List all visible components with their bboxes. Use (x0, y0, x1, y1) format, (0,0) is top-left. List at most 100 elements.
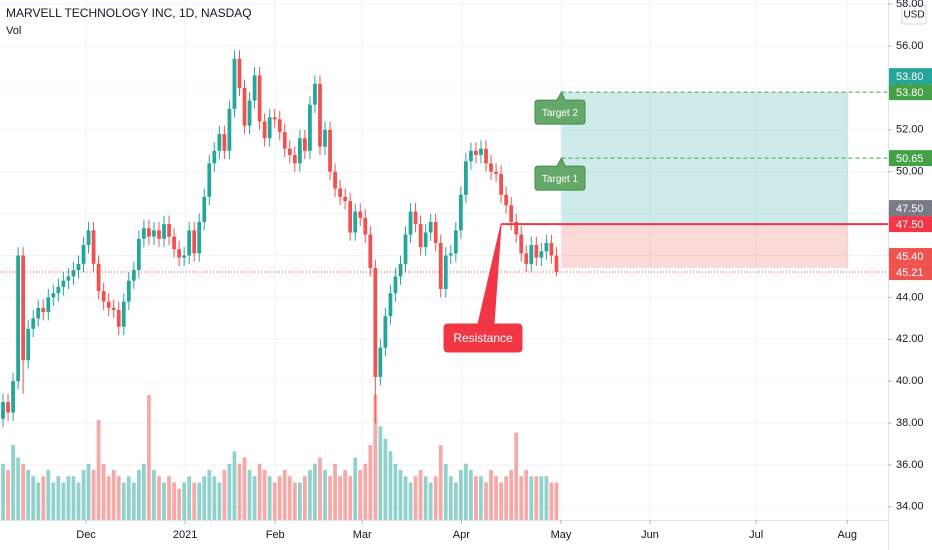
volume-bar (463, 463, 468, 520)
price-label: 53.80 (896, 71, 924, 83)
plot-layer: Resistance Target 2 Target 1 (0, 0, 888, 520)
candle-body (121, 301, 126, 327)
volume-bar (313, 463, 317, 520)
volume-bar (26, 470, 31, 520)
volume-bar (433, 476, 438, 520)
candle-body (81, 245, 86, 264)
volume-bar (333, 463, 337, 520)
volume-bar (36, 482, 41, 520)
candle-body (6, 402, 10, 413)
candle-body (393, 276, 398, 294)
y-tick-label: 40.00 (896, 375, 924, 387)
volume-bar (232, 451, 237, 520)
volume-bar (11, 445, 15, 520)
y-tick-label: 36.00 (896, 459, 924, 471)
candle-body (237, 58, 242, 88)
currency-badge[interactable] (901, 4, 927, 25)
resistance-label: Resistance (453, 331, 513, 345)
candle-body (458, 194, 463, 231)
volume-bar (373, 395, 378, 520)
candle-body (207, 163, 212, 197)
y-tick-label: 50.00 (896, 166, 924, 178)
candle-body (403, 234, 408, 264)
candle-body (147, 228, 151, 237)
volume-bar (267, 476, 272, 520)
x-tick-label: Aug (837, 529, 857, 541)
target-label: Target 1 (542, 174, 579, 185)
volume-bar (217, 482, 222, 520)
volume-bar (287, 476, 292, 520)
price-label: 53.80 (896, 87, 924, 99)
volume-bar (262, 470, 267, 520)
y-tick-label: 58.00 (896, 0, 924, 10)
candle-body (61, 280, 66, 287)
candle-body (328, 129, 332, 172)
volume-bar (539, 476, 544, 520)
volume-bar (393, 463, 398, 520)
volume-bar (428, 482, 433, 520)
candle-body (136, 238, 141, 271)
volume-bar (378, 426, 383, 520)
candle-body (202, 196, 207, 222)
volume-bar (443, 463, 448, 520)
volume-bar (237, 463, 242, 520)
volume-bar (192, 482, 197, 520)
candle-body (262, 121, 267, 139)
volume-bar (1, 463, 5, 520)
volume-bar (353, 457, 358, 520)
target-callout (534, 91, 586, 125)
volume-bar (413, 476, 418, 520)
candle-body (76, 263, 81, 271)
candle-body (182, 255, 187, 258)
candle-body (217, 134, 222, 151)
candle-body (162, 224, 166, 239)
candle-body (56, 286, 61, 294)
volume-bar (348, 476, 353, 520)
candle-body (474, 150, 478, 155)
price-label-box (889, 68, 932, 85)
volume-bar (212, 476, 217, 520)
candle-body (303, 138, 307, 151)
volume-bar (91, 470, 96, 520)
volume-bar (207, 470, 212, 520)
volume-bar (56, 476, 61, 520)
volume-bar (116, 476, 121, 520)
x-tick-label: Dec (76, 529, 96, 541)
volume-bar (524, 470, 529, 520)
volume-bar (131, 482, 136, 520)
candle-body (232, 58, 237, 109)
volume-bar (247, 470, 252, 520)
volume-bar (328, 476, 332, 520)
candle-body (418, 224, 423, 248)
volume-bar (494, 476, 498, 520)
candle-body (106, 301, 111, 308)
volume-bar (71, 476, 76, 520)
loss-zone (561, 224, 849, 269)
volume-bar (343, 470, 348, 520)
volume-bar (408, 482, 413, 520)
volume-bar (21, 463, 26, 520)
candle-body (504, 194, 509, 206)
candle-body (126, 280, 131, 302)
price-label-box (889, 216, 932, 233)
candle-body (297, 138, 302, 164)
candle-body (318, 83, 322, 147)
volume-bar (257, 463, 262, 520)
volume-bar (292, 482, 297, 520)
volume-bar (81, 470, 86, 520)
candle-body (282, 131, 287, 149)
x-tick-label: May (551, 529, 572, 541)
candle-body (363, 217, 368, 235)
volume-bar (162, 482, 166, 520)
candle-body (343, 196, 348, 202)
volume-bar (323, 470, 327, 520)
volume-bar (549, 482, 554, 520)
candle-body (368, 234, 373, 269)
candle-body (358, 211, 363, 218)
candle-body (197, 221, 202, 254)
candle-body (242, 87, 247, 126)
volume-bar (126, 476, 131, 520)
price-label: 47.50 (896, 219, 924, 231)
x-tick-label: Jun (641, 529, 659, 541)
candle-body (272, 117, 277, 120)
